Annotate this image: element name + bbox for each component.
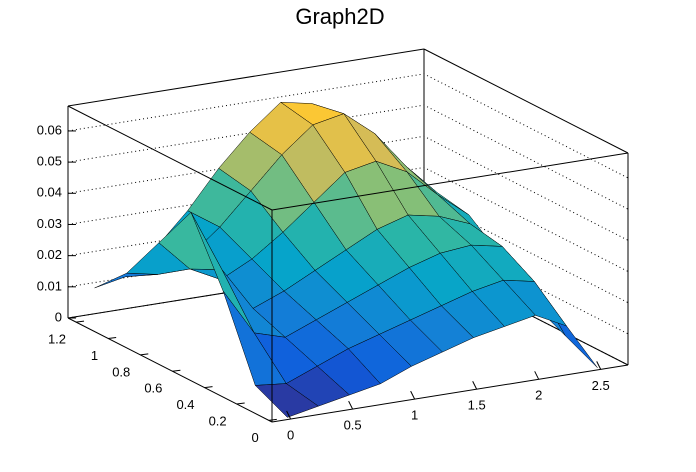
z-tick-label: 0.04 [37, 185, 62, 200]
y-tick [140, 353, 149, 356]
box-edge [67, 317, 273, 423]
x-tick-label: 2.5 [592, 378, 610, 393]
x-tick-label: 0.5 [344, 418, 362, 433]
x-tick [534, 371, 540, 380]
z-tick-label: 0 [55, 309, 62, 324]
chart-title: Graph2D [295, 4, 384, 29]
grid-line [67, 73, 629, 179]
y-tick-label: 0.2 [209, 413, 227, 428]
x-tick-label: 1.5 [468, 398, 486, 413]
x-tick-label: 2 [535, 388, 542, 403]
x-tick-label: 0 [287, 427, 294, 442]
grid-line [67, 166, 629, 272]
z-tick-label: 0.06 [37, 122, 62, 137]
y-tick-label: 0.4 [176, 397, 194, 412]
y-tick [236, 402, 245, 405]
x-tick-label: 1 [411, 408, 418, 423]
y-tick [75, 320, 85, 323]
box-edge [423, 48, 629, 154]
y-tick-label: 0.8 [112, 364, 130, 379]
y-tick-label: 0.6 [144, 381, 162, 396]
y-tick-label: 1.2 [48, 332, 66, 347]
y-tick [204, 386, 213, 389]
z-tick-label: 0.01 [37, 278, 62, 293]
grid-line [67, 135, 629, 241]
box-edge [67, 105, 273, 211]
grid-line [67, 104, 629, 210]
y-tick [172, 369, 181, 372]
box-edge [271, 364, 629, 423]
box-edge [271, 152, 629, 211]
z-tick-label: 0.02 [37, 247, 62, 262]
surface-cell [254, 383, 319, 418]
y-tick-label: 1 [91, 348, 98, 363]
y-tick [108, 336, 117, 339]
x-tick [286, 410, 292, 420]
x-tick [348, 400, 354, 410]
z-tick-label: 0.03 [37, 216, 62, 231]
y-tick-label: 0 [252, 430, 259, 445]
y-tick [268, 418, 277, 421]
x-tick [596, 361, 602, 370]
x-tick [410, 390, 416, 400]
x-tick [472, 381, 478, 390]
z-tick-label: 0.05 [37, 154, 62, 169]
box-edge [67, 48, 425, 107]
